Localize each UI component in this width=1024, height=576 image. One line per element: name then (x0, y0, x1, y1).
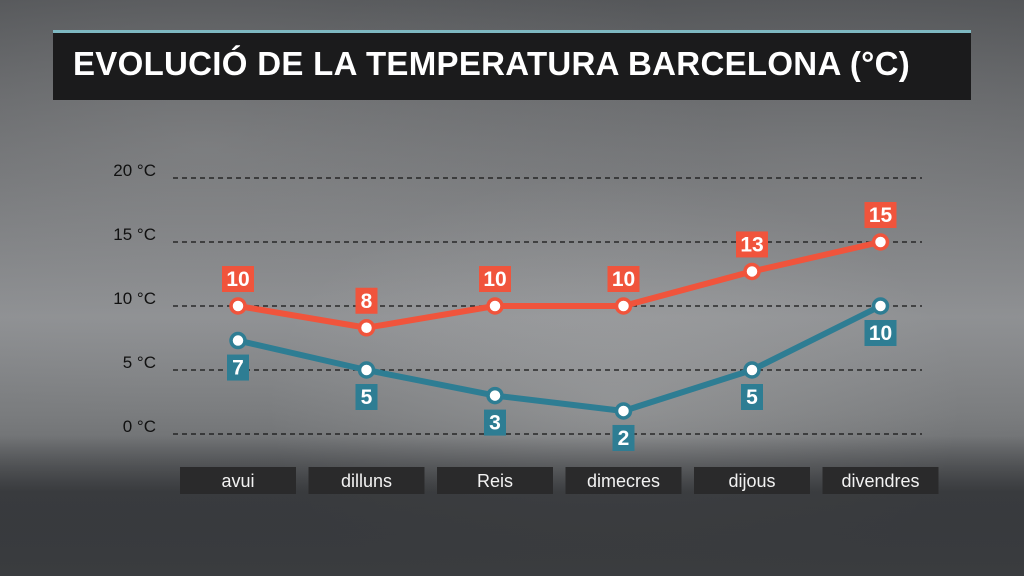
data-label-min: 3 (489, 412, 501, 435)
data-label-min: 7 (232, 357, 244, 380)
data-label-max: 8 (361, 290, 373, 313)
data-label-max: 10 (226, 268, 249, 291)
data-point-max (229, 297, 247, 315)
data-label-max: 10 (483, 268, 506, 291)
y-tick-label: 5 °C (123, 353, 156, 372)
category-box (822, 467, 939, 494)
y-tick-label: 20 °C (113, 161, 156, 180)
series-line-max (235, 239, 884, 331)
y-tick-label: 10 °C (113, 289, 156, 308)
category-label: avui (221, 471, 254, 491)
data-labels: 10 8 10 10 13 15 7 5 3 2 5 10 (222, 202, 897, 451)
data-point-min (229, 331, 247, 350)
data-label-box-min (864, 320, 897, 346)
data-point-max (614, 297, 633, 315)
data-point-min (357, 361, 376, 379)
data-label-max: 10 (612, 268, 635, 291)
data-label-box-min (227, 354, 249, 381)
data-point-max (743, 262, 761, 281)
data-label-box-max (607, 266, 640, 292)
data-point-min (614, 402, 633, 420)
data-point-max (486, 297, 504, 315)
data-label-box-max (222, 266, 254, 292)
data-label-box-max (736, 231, 768, 258)
category-label: Reis (477, 471, 513, 491)
category-box (437, 467, 553, 494)
y-tick-label: 15 °C (113, 225, 156, 244)
data-label-min: 5 (746, 386, 758, 409)
series-points (229, 233, 890, 420)
data-point-min (486, 386, 504, 405)
grid-lines (173, 177, 922, 435)
data-point-min (743, 361, 761, 379)
title-bar: EVOLUCIÓ DE LA TEMPERATURA BARCELONA (°C… (53, 30, 971, 100)
category-label: dilluns (341, 471, 392, 491)
data-label-min: 2 (618, 427, 630, 450)
category-label: dijous (728, 471, 775, 491)
series-line-min (235, 303, 884, 414)
category-box (694, 467, 810, 494)
data-label-box-min (741, 384, 763, 410)
category-box (565, 467, 682, 494)
data-point-max (357, 319, 376, 337)
city-skyline-shade (0, 436, 1024, 576)
data-point-min (871, 297, 890, 315)
data-label-box-max (355, 287, 378, 314)
data-label-box-max (479, 266, 511, 292)
y-axis-ticks: 0 °C 5 °C 10 °C 15 °C 20 °C (113, 161, 156, 436)
data-label-max: 13 (740, 233, 763, 256)
category-axis: avui dilluns Reis dimecres dijous divendres (180, 467, 939, 494)
data-point-max (871, 233, 890, 251)
category-box (180, 467, 296, 494)
data-label-max: 15 (869, 204, 893, 227)
data-label-min: 5 (361, 386, 373, 409)
series-lines (235, 239, 884, 414)
category-label: divendres (841, 471, 919, 491)
data-label-box-min (484, 409, 506, 436)
category-label: dimecres (587, 471, 660, 491)
data-label-box-max (864, 202, 897, 228)
data-label-min: 10 (869, 322, 892, 345)
data-label-box-min (612, 424, 635, 451)
data-label-box-min (355, 384, 378, 410)
chart-title: EVOLUCIÓ DE LA TEMPERATURA BARCELONA (°C… (73, 45, 911, 82)
y-tick-label: 0 °C (123, 417, 156, 436)
category-box (308, 467, 425, 494)
